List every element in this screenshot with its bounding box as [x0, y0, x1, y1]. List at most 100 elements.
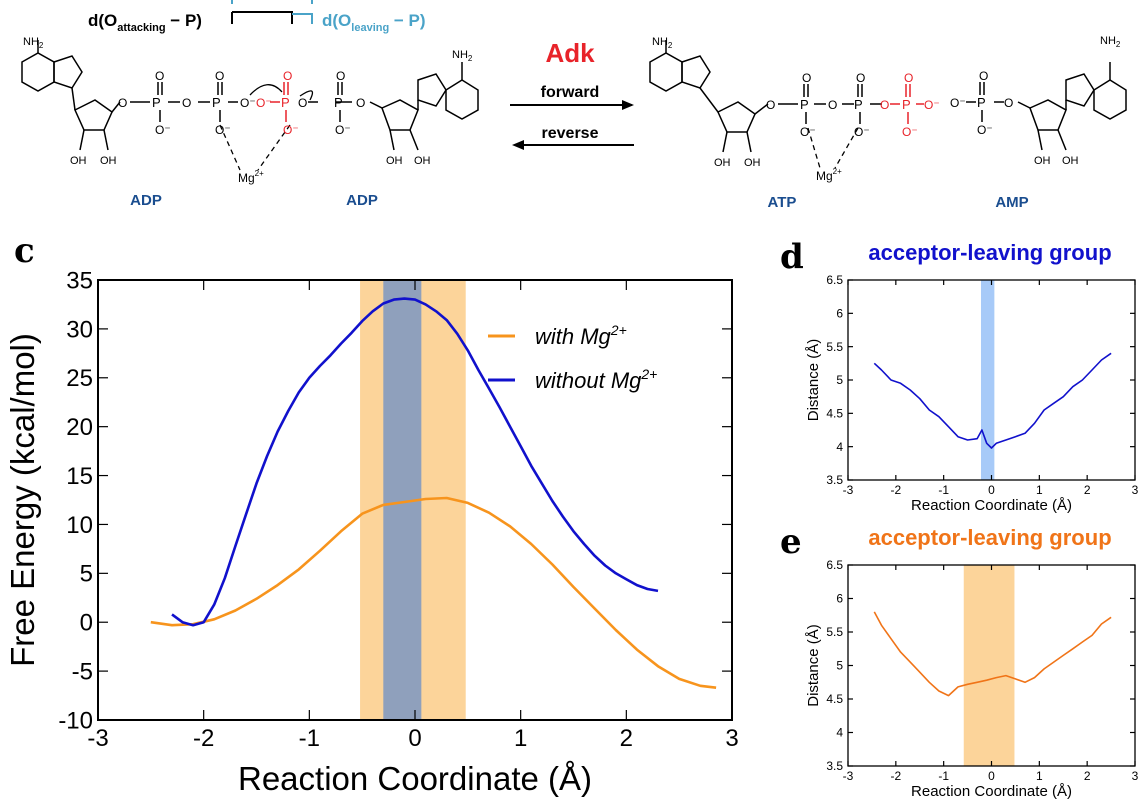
svg-text:P: P [152, 95, 161, 110]
y-tick-label: 5.5 [826, 340, 843, 354]
y-tick-label: 30 [66, 316, 93, 343]
y-tick-label: 4.5 [826, 692, 843, 706]
series-line-0 [150, 496, 717, 689]
panel-e-title: acceptor-leaving group [868, 525, 1111, 550]
shaded-region-0 [963, 565, 1015, 766]
attacking-distance-label: d(Oattacking − P) [88, 11, 202, 34]
svg-text:O: O [356, 96, 365, 110]
y-tick-label: 4 [836, 440, 843, 454]
svg-text:OH: OH [386, 155, 403, 167]
reverse-label: reverse [542, 125, 599, 142]
x-tick-label: 0 [988, 769, 995, 783]
series-line-0 [873, 352, 1112, 449]
y-tick-label: 15 [66, 463, 93, 490]
x-tick-label: 1 [514, 725, 527, 752]
x-tick-label: -2 [890, 769, 901, 783]
y-tick-label: -5 [72, 659, 93, 686]
svg-text:O: O [283, 69, 292, 83]
x-tick-label: -3 [87, 725, 108, 752]
y-tick-label: 0 [80, 610, 93, 637]
x-tick-label: 2 [620, 725, 633, 752]
panel-d-title: acceptor-leaving group [868, 240, 1111, 265]
svg-text:O: O [802, 71, 811, 85]
y-tick-label: 10 [66, 512, 93, 539]
enzyme-label: Adk [545, 38, 595, 68]
svg-text:O: O [979, 69, 988, 83]
x-tick-label: -2 [193, 725, 214, 752]
svg-text:P: P [334, 95, 343, 110]
svg-text:NH2: NH2 [1100, 35, 1121, 49]
svg-text:O⁻: O⁻ [902, 125, 918, 139]
svg-text:O: O [298, 96, 307, 110]
y-tick-label: 20 [66, 414, 93, 441]
x-tick-label: 3 [1132, 483, 1139, 497]
svg-text:O: O [215, 69, 224, 83]
svg-text:O⁻: O⁻ [256, 96, 272, 110]
x-tick-label: 2 [1084, 483, 1091, 497]
molecule-label-amp: AMP [995, 194, 1028, 211]
mg-right: Mg2+ [816, 167, 842, 183]
series-line-1 [171, 297, 659, 627]
svg-text:O: O [904, 71, 913, 85]
svg-text:O: O [880, 98, 889, 112]
legend-label-0: with Mg2+ [535, 322, 627, 349]
svg-text:O: O [118, 96, 127, 110]
leaving-bracket [231, 0, 313, 24]
y-axis-label: Free Energy (kcal/mol) [4, 333, 41, 667]
x-tick-label: -3 [843, 769, 854, 783]
molecule-label-atp: ATP [768, 194, 797, 211]
nh2-right: NH2 [452, 49, 473, 63]
svg-text:O⁻: O⁻ [977, 123, 993, 137]
reaction-scheme: d(Oattacking − P) d(Oleaving − P) NH2 O … [21, 0, 1127, 211]
y-tick-label: 4.5 [826, 407, 843, 421]
oh-left-1: OH [70, 155, 87, 167]
molecule-label-adp-right: ADP [346, 192, 378, 209]
svg-text:O⁻: O⁻ [240, 96, 256, 110]
svg-text:O⁻: O⁻ [950, 96, 966, 110]
nh2-left: NH2 [23, 36, 44, 50]
y-tick-label: 6.5 [826, 273, 843, 287]
svg-text:P: P [212, 95, 221, 110]
svg-text:O⁻: O⁻ [215, 123, 231, 137]
x-tick-label: 0 [988, 483, 995, 497]
x-axis-label: Reaction Coordinate (Å) [911, 783, 1072, 800]
y-tick-label: 5 [836, 373, 843, 387]
svg-text:OH: OH [1034, 155, 1051, 167]
x-tick-label: -3 [843, 483, 854, 497]
svg-text:O: O [766, 98, 775, 112]
svg-text:OH: OH [1062, 155, 1079, 167]
svg-text:OH: OH [414, 155, 431, 167]
oh-left-2: OH [100, 155, 117, 167]
svg-text:P: P [977, 95, 986, 110]
svg-text:NH2: NH2 [652, 36, 673, 50]
y-tick-label: 4 [836, 726, 843, 740]
svg-text:O: O [155, 69, 164, 83]
y-tick-label: 5 [80, 561, 93, 588]
svg-text:P: P [800, 97, 809, 112]
svg-text:O: O [828, 98, 837, 112]
y-axis-label: Distance (Å) [805, 624, 822, 707]
svg-text:OH: OH [714, 157, 731, 169]
panel-letter-e: e [780, 522, 802, 562]
x-axis-label: Reaction Coordinate (Å) [911, 497, 1072, 514]
x-tick-label: 1 [1036, 483, 1043, 497]
y-tick-label: 6 [836, 592, 843, 606]
svg-text:O⁻: O⁻ [155, 123, 171, 137]
series-line-0 [873, 611, 1112, 697]
svg-text:O⁻: O⁻ [924, 98, 940, 112]
svg-text:O: O [182, 96, 191, 110]
adp-right-structure [308, 62, 479, 151]
y-tick-label: 35 [66, 267, 93, 294]
y-tick-label: 6.5 [826, 558, 843, 572]
x-tick-label: -1 [299, 725, 320, 752]
y-axis-label: Distance (Å) [805, 339, 822, 422]
y-tick-label: 5 [836, 659, 843, 673]
svg-text:P: P [854, 97, 863, 112]
x-tick-label: -1 [938, 769, 949, 783]
svg-text:OH: OH [744, 157, 761, 169]
x-axis-label: Reaction Coordinate (Å) [238, 760, 592, 797]
shaded-region-0 [980, 280, 995, 480]
legend: with Mg2+ without Mg2+ [488, 322, 657, 393]
